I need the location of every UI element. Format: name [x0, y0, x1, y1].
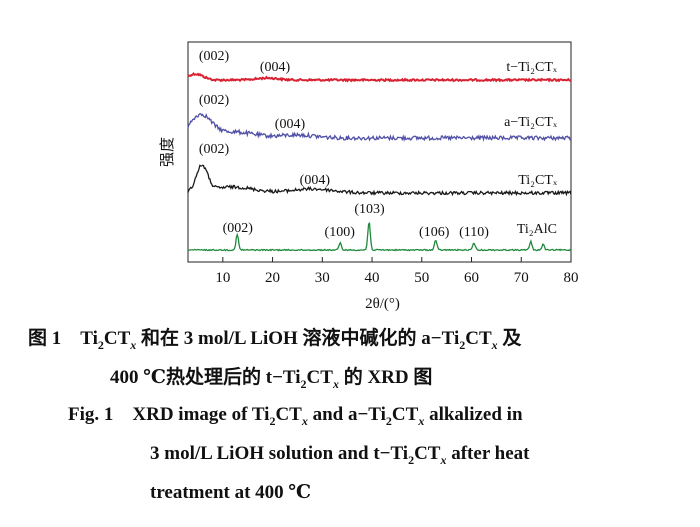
peak-annotation: (002) — [199, 49, 230, 64]
peak-annotation: (002) — [223, 221, 254, 236]
peak-annotation: (002) — [199, 142, 230, 157]
peak-annotation: (004) — [275, 117, 306, 132]
series-label-2: a−Ti₂CTₓ — [504, 115, 558, 130]
series-line-1 — [187, 72, 572, 83]
peak-annotation: (110) — [459, 225, 489, 240]
x-tick-label: 80 — [564, 270, 579, 286]
x-tick-label: 10 — [215, 270, 230, 286]
peak-annotation: (004) — [260, 60, 291, 75]
x-tick-label: 40 — [365, 270, 380, 286]
series-line-3 — [187, 164, 572, 197]
x-tick-label: 30 — [315, 270, 330, 286]
peak-annotation: (004) — [300, 173, 331, 188]
caption-cn-line-2: 400 ℃热处理后的 t−Ti2CTx 的 XRD 图 — [110, 367, 433, 391]
y-axis-label: 强度 — [159, 137, 176, 167]
x-tick-label: 20 — [265, 270, 280, 286]
series-line-4 — [187, 221, 572, 252]
x-axis-label: 2θ/(°) — [365, 296, 400, 312]
caption-en-line-2: 3 mol/L LiOH solution and t−Ti2CTx after… — [150, 443, 530, 467]
series-label-3: Ti₂CTₓ — [518, 173, 558, 188]
peak-annotation: (103) — [354, 202, 385, 217]
x-tick-label: 50 — [414, 270, 429, 286]
x-tick-label: 60 — [464, 270, 479, 286]
peak-annotation: (002) — [199, 93, 230, 108]
series-label-1: t−Ti₂CTₓ — [506, 60, 558, 75]
caption-en-line-3: treatment at 400 ℃ — [150, 482, 312, 503]
x-tick-label: 70 — [514, 270, 529, 286]
peak-annotation: (106) — [419, 225, 450, 240]
caption-cn-line-1: 图 1 Ti2CTx 和在 3 mol/L LiOH 溶液中碱化的 a−Ti2C… — [28, 328, 522, 352]
caption-en-line-1: Fig. 1 XRD image of Ti2CTx and a−Ti2CTx … — [68, 404, 523, 428]
plot-frame — [187, 41, 572, 263]
xrd-chart: 10 20 30 40 50 60 70 80 2θ/(°) 强度 t−Ti₂CTₓ (002) (00… — [159, 41, 579, 312]
series-line-2 — [187, 113, 572, 142]
series-label-4: Ti₂AlC — [517, 222, 557, 237]
peak-annotation: (100) — [325, 225, 356, 240]
